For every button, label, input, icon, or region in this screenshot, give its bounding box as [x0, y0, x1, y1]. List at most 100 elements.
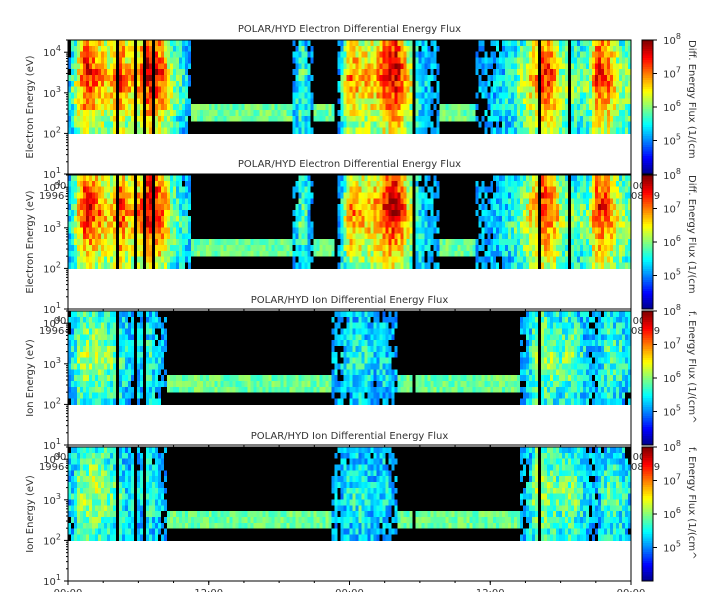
spectrogram-cell	[343, 80, 347, 88]
spectrogram-cell	[370, 121, 374, 128]
spectrogram-cell	[268, 75, 273, 82]
spectrogram-cell	[97, 121, 102, 128]
spectrogram-cell	[454, 80, 458, 88]
spectrogram-cell	[382, 98, 386, 105]
spectrogram-cell	[562, 51, 566, 58]
spectrogram-cell	[184, 104, 189, 111]
spectrogram-cell	[241, 256, 246, 263]
spectrogram-cell	[196, 75, 201, 82]
spectrogram-cell	[379, 86, 383, 93]
spectrogram-cell	[187, 262, 192, 269]
spectrogram-cell	[127, 175, 132, 182]
spectrogram-cell	[136, 204, 141, 211]
spectrogram-cell	[178, 104, 183, 111]
spectrogram-cell	[457, 40, 461, 47]
spectrogram-cell	[373, 175, 377, 182]
spectrogram-cell	[379, 127, 383, 134]
spectrogram-cell	[106, 57, 111, 64]
spectrogram-cell	[226, 98, 231, 105]
spectrogram-cell	[175, 57, 180, 64]
spectrogram-cell	[151, 69, 156, 76]
spectrogram-cell	[68, 250, 72, 258]
spectrogram-cell	[88, 98, 93, 105]
spectrogram-cell	[220, 104, 225, 111]
spectrogram-cell	[220, 121, 225, 128]
spectrogram-cell	[373, 57, 377, 64]
spectrogram-cell	[376, 110, 380, 117]
spectrogram-cell	[304, 75, 308, 82]
spectrogram-cell	[523, 80, 527, 88]
spectrogram-cell	[187, 256, 192, 263]
spectrogram-cell	[307, 110, 311, 117]
spectrogram-cell	[358, 40, 362, 47]
spectrogram-cell	[322, 75, 326, 82]
spectrogram-cell	[187, 233, 192, 240]
spectrogram-cell	[238, 127, 243, 134]
spectrogram-cell	[460, 92, 464, 99]
y-tick-label: 103	[43, 85, 61, 100]
spectrogram-cell	[100, 75, 105, 82]
spectrogram-cell	[181, 227, 186, 234]
spectrogram-cell	[484, 121, 488, 128]
spectrogram-cell	[337, 204, 341, 211]
spectrogram-cell	[310, 175, 314, 182]
spectrogram-cell	[103, 127, 108, 134]
spectrogram-cell	[400, 186, 404, 193]
spectrogram-cell	[103, 51, 108, 58]
spectrogram-cell	[460, 121, 464, 128]
spectrogram-cell	[388, 239, 392, 246]
spectrogram-cell	[622, 45, 626, 53]
spectrogram-cell	[403, 69, 407, 76]
spectrogram-cell	[394, 210, 398, 217]
spectrogram-cell	[157, 233, 162, 240]
spectrogram-cell	[265, 210, 270, 217]
spectrogram-cell	[532, 127, 536, 134]
spectrogram-cell	[115, 262, 120, 269]
spectrogram-cell	[355, 51, 359, 58]
spectrogram-cell	[400, 63, 404, 70]
spectrogram-cell	[133, 256, 138, 263]
spectrogram-cell	[94, 57, 99, 64]
spectrogram-cell	[196, 104, 201, 111]
spectrogram-cell	[445, 75, 449, 82]
spectrogram-cell	[355, 80, 359, 88]
spectrogram-cell	[88, 80, 93, 88]
spectrogram-cell	[253, 245, 258, 252]
spectrogram-cell	[193, 86, 198, 93]
spectrogram-cell	[313, 115, 317, 123]
spectrogram-cell	[160, 40, 165, 47]
spectrogram-cell	[280, 45, 285, 53]
spectrogram-cell	[394, 121, 398, 128]
spectrogram-cell	[454, 92, 458, 99]
spectrogram-cell	[319, 45, 323, 53]
spectrogram-cell	[553, 69, 557, 76]
spectrogram-cell	[70, 245, 75, 252]
spectrogram-cell	[289, 262, 293, 269]
spectrogram-cell	[583, 51, 587, 58]
spectrogram-cell	[193, 121, 198, 128]
spectrogram-cell	[154, 45, 159, 53]
spectrogram-cell	[529, 63, 533, 70]
spectrogram-cell	[367, 104, 371, 111]
spectrogram-cell	[121, 233, 126, 240]
spectrogram-cell	[298, 250, 302, 258]
spectrogram-cell	[190, 51, 195, 58]
spectrogram-cell	[382, 175, 386, 182]
spectrogram-cell	[256, 98, 261, 105]
spectrogram-cell	[145, 221, 150, 228]
spectrogram-cell	[499, 69, 503, 76]
spectrogram-cell	[391, 104, 395, 111]
spectrogram-cell	[169, 98, 174, 105]
spectrogram-cell	[241, 57, 246, 64]
spectrogram-cell	[352, 262, 356, 269]
spectrogram-cell	[412, 198, 416, 205]
spectrogram-cell	[346, 63, 350, 70]
spectrogram-cell	[565, 45, 569, 53]
spectrogram-cell	[103, 175, 108, 182]
spectrogram-cell	[82, 63, 87, 70]
spectrogram-cell	[550, 98, 554, 105]
spectrogram-cell	[511, 45, 515, 53]
spectrogram-cell	[85, 233, 90, 240]
spectrogram-cell	[217, 45, 222, 53]
spectrogram-cell	[379, 121, 383, 128]
